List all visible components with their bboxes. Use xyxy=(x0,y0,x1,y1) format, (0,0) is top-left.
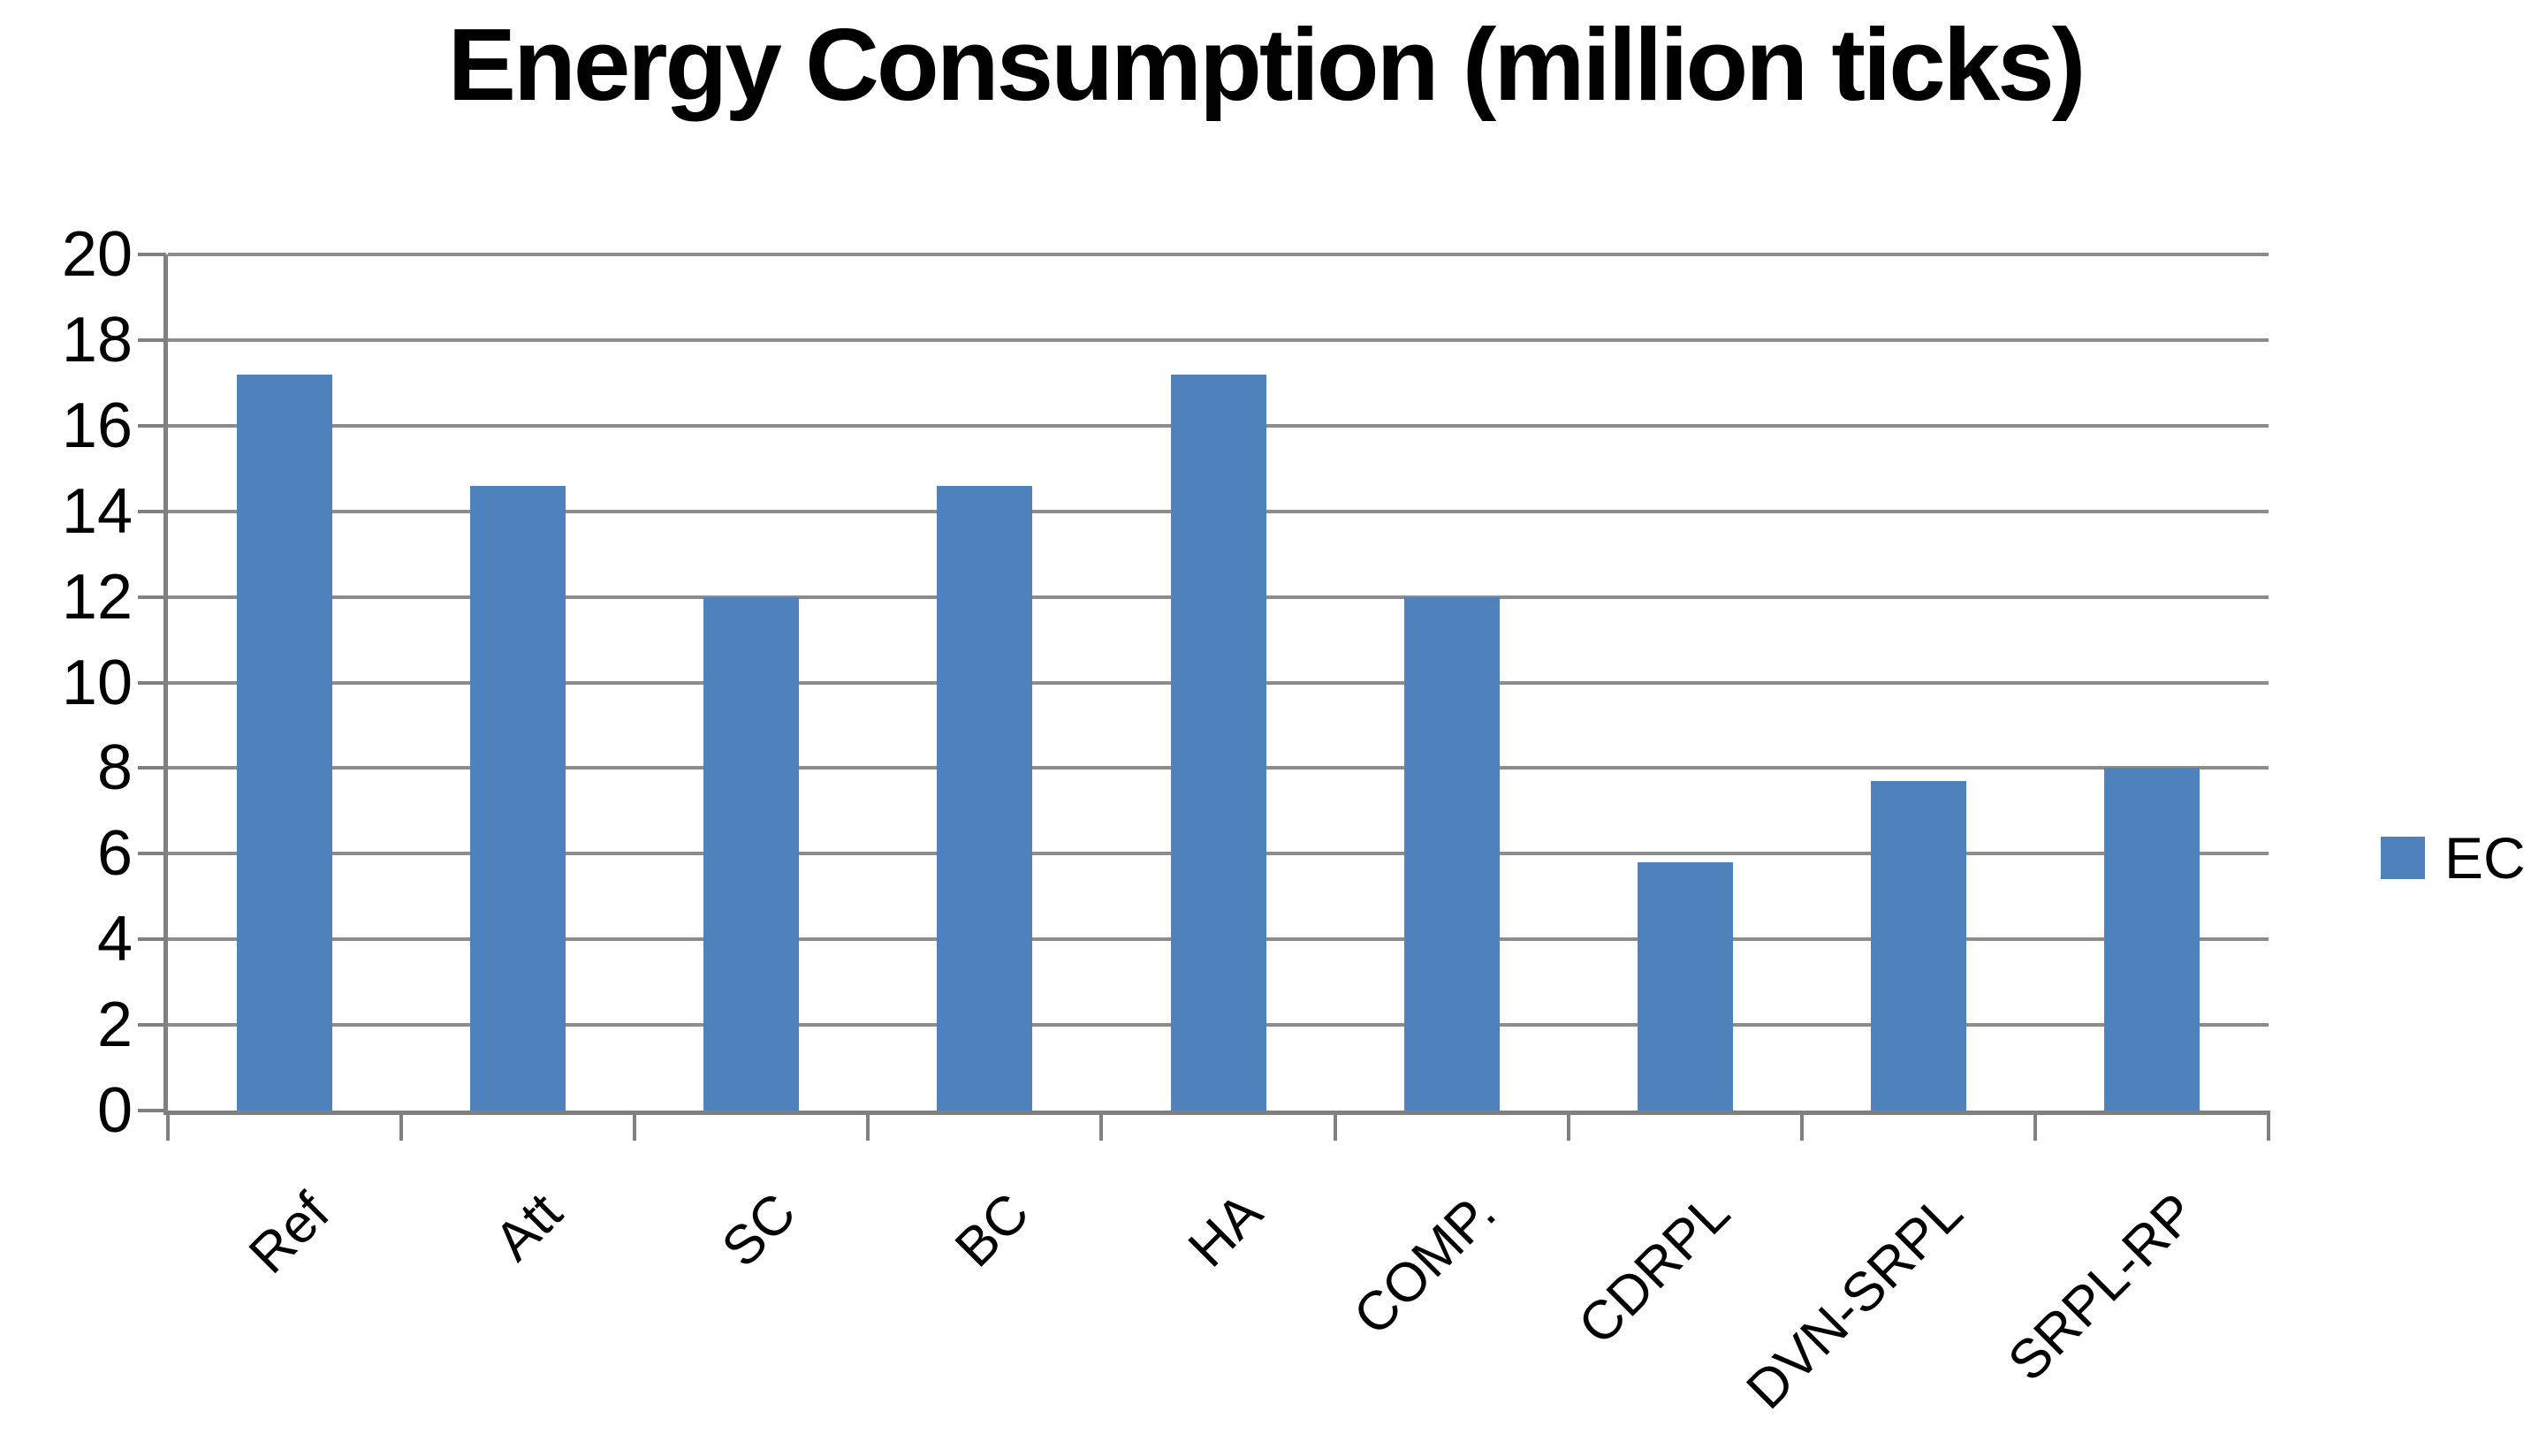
x-axis-tick xyxy=(2267,1111,2270,1141)
legend-label: EC xyxy=(2444,825,2526,891)
y-tick-label: 2 xyxy=(96,990,133,1061)
y-axis-tick xyxy=(138,509,166,513)
x-category-label-text: COMP. xyxy=(1342,1181,1509,1347)
bar-ha xyxy=(1170,374,1266,1111)
x-axis-tick xyxy=(1099,1111,1104,1141)
y-tick-label: 8 xyxy=(96,732,133,804)
x-category-label-text: SRPL-RP xyxy=(1996,1181,2208,1393)
gridline xyxy=(168,337,2269,342)
x-axis-tick xyxy=(2033,1111,2037,1141)
x-category-label-text: DVN-SRPL xyxy=(1735,1181,1975,1422)
bar-srplrp xyxy=(2103,768,2200,1111)
y-axis-tick xyxy=(138,1109,166,1112)
x-category-label-text: BC xyxy=(944,1181,1041,1279)
x-category-label-text: Ref xyxy=(237,1181,341,1285)
y-tick-label: 18 xyxy=(61,304,133,375)
y-tick-label: 16 xyxy=(61,390,133,461)
x-category-label-text: Att xyxy=(483,1181,574,1273)
y-tick-label: 4 xyxy=(96,904,133,975)
y-tick-label: 0 xyxy=(96,1075,133,1146)
x-category-label-text: SC xyxy=(711,1181,808,1279)
y-tick-label: 14 xyxy=(61,475,133,547)
x-axis-tick xyxy=(633,1111,637,1141)
bar-sc xyxy=(703,596,800,1111)
y-tick-label: 12 xyxy=(61,561,133,633)
x-axis-tick xyxy=(1566,1111,1570,1141)
y-axis-tick xyxy=(138,337,166,342)
y-axis-tick xyxy=(138,852,166,856)
bar-comp xyxy=(1403,596,1500,1111)
bar-ref xyxy=(237,374,333,1111)
gridline xyxy=(168,253,2269,256)
y-tick-label: 20 xyxy=(61,219,133,290)
y-axis-tick xyxy=(138,423,166,428)
x-axis-tick xyxy=(866,1111,870,1141)
x-axis-tick xyxy=(166,1111,170,1141)
legend-swatch-ec xyxy=(2381,837,2425,879)
y-axis-tick xyxy=(138,766,166,770)
legend: EC xyxy=(2381,829,2526,887)
bar-bc xyxy=(937,485,1033,1111)
x-category-label-text: CDRPL xyxy=(1566,1181,1742,1357)
chart-title: Energy Consumption (million ticks) xyxy=(447,7,2086,122)
x-axis-line xyxy=(163,1111,2269,1115)
x-axis-tick xyxy=(1333,1111,1337,1141)
y-axis-tick xyxy=(138,680,166,685)
y-tick-label: 10 xyxy=(61,647,133,718)
plot-area xyxy=(163,253,2269,1115)
y-axis-tick xyxy=(138,595,166,599)
bar-cdrpl xyxy=(1637,861,1733,1111)
x-axis-tick xyxy=(399,1111,404,1141)
bar-att xyxy=(470,485,566,1111)
y-axis-tick xyxy=(138,253,166,256)
y-axis-tick xyxy=(138,1023,166,1028)
y-axis-tick xyxy=(138,937,166,942)
x-category-label-text: HA xyxy=(1177,1181,1274,1279)
x-axis-tick xyxy=(1799,1111,1804,1141)
y-tick-label: 6 xyxy=(96,818,133,890)
bar-dvnsrpl xyxy=(1870,780,1966,1111)
